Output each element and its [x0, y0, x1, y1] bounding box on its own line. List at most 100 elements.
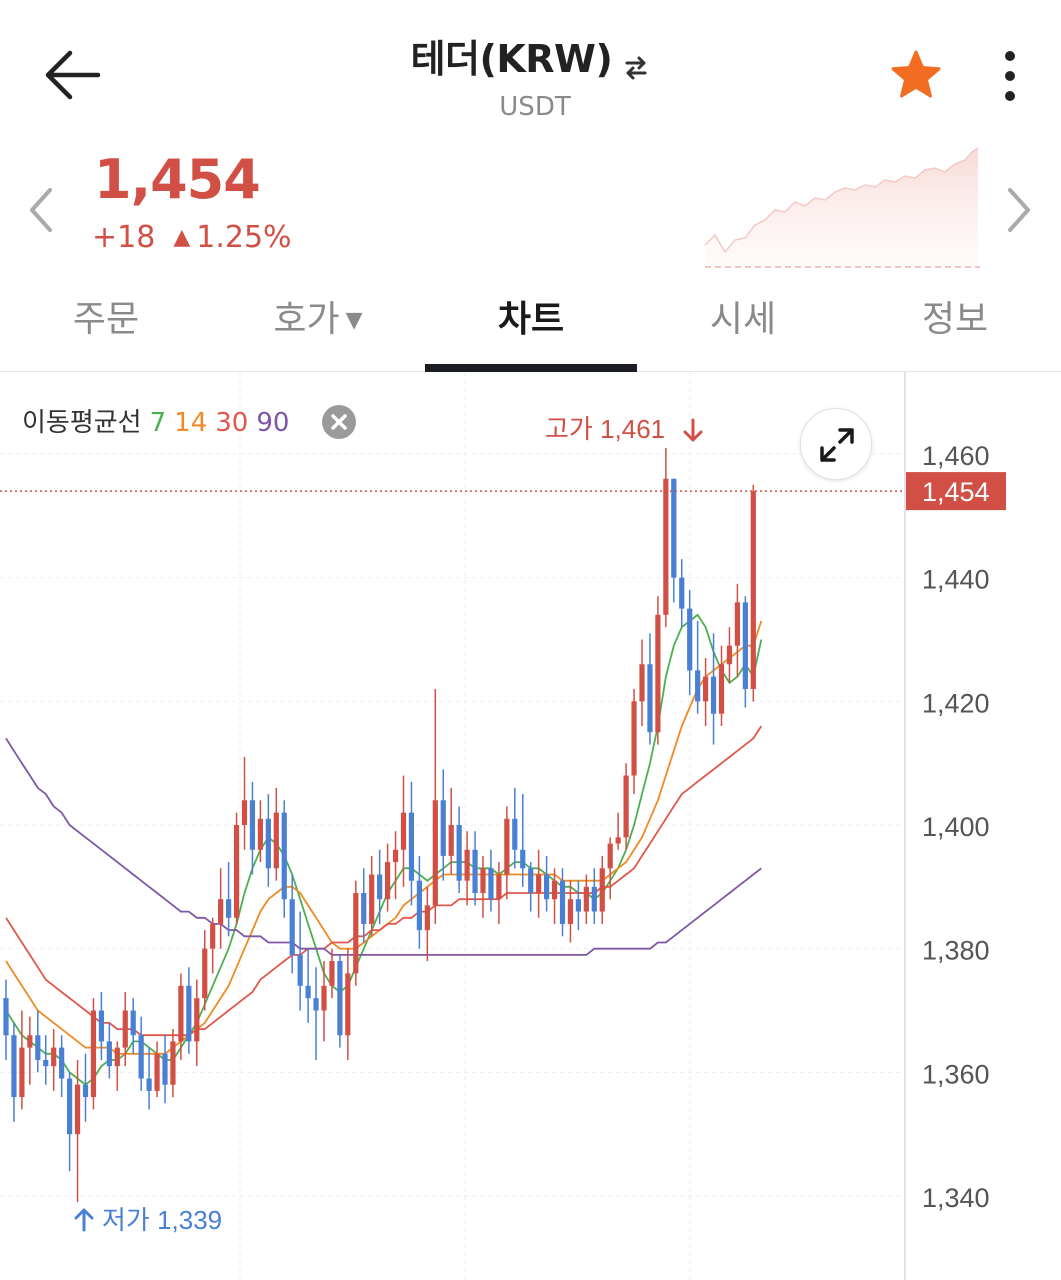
candle-body	[106, 1041, 112, 1067]
y-axis-tick-label: 1,460	[922, 441, 990, 471]
candle-body	[408, 812, 415, 881]
price-change: +18 ▲ 1.25%	[92, 220, 292, 255]
back-button[interactable]	[40, 45, 104, 109]
candle-body	[130, 1010, 136, 1036]
next-coin-button[interactable]	[1000, 180, 1040, 240]
candle-body	[583, 886, 589, 912]
candle-body	[369, 874, 375, 924]
favorite-button[interactable]	[886, 46, 946, 106]
y-axis-tick-label: 1,380	[922, 936, 990, 966]
candle-body	[265, 818, 271, 869]
candle-body	[551, 880, 558, 900]
arrow-down-icon	[683, 418, 703, 442]
candle-body	[90, 1010, 97, 1098]
ma-line-7	[5, 613, 763, 1086]
candle-body	[273, 812, 279, 869]
candle-body	[392, 849, 399, 863]
candle-body	[623, 775, 629, 838]
tab-order[interactable]: 주문	[72, 299, 140, 340]
candle-body	[432, 800, 438, 906]
candle-body	[202, 948, 208, 999]
candle-body	[146, 1078, 152, 1091]
previous-coin-button[interactable]	[20, 180, 60, 240]
candle-body	[718, 664, 725, 714]
candle-body	[345, 973, 351, 1036]
ma-line-90	[5, 737, 762, 956]
tab-market-price[interactable]: 시세	[709, 299, 777, 340]
page-title: 테더(KRW)	[410, 37, 613, 81]
more-vertical-icon	[1005, 51, 1015, 101]
candle-body	[655, 614, 661, 733]
candle-body	[313, 998, 319, 1011]
swap-icon[interactable]	[623, 55, 649, 81]
candle-body	[742, 602, 748, 689]
candle-body	[424, 905, 430, 931]
candle-body	[504, 818, 510, 875]
more-options-button[interactable]	[990, 46, 1030, 106]
close-icon	[331, 414, 347, 430]
candle-body	[440, 800, 446, 856]
moving-average-legend[interactable]: 이동평균선 7 14 30 90	[22, 402, 297, 439]
candle-body	[679, 577, 685, 609]
candle-body	[671, 478, 677, 578]
arrow-left-icon	[45, 50, 101, 100]
caret-down-icon: ▼	[345, 308, 363, 333]
candle-body	[82, 1084, 89, 1098]
candle-body	[631, 701, 637, 776]
chart-canvas[interactable]: 1,460 1,440 1,420 1,400 1,380 1,360 1,340 1,45…	[0, 372, 1061, 1280]
price-summary: 1,454 +18 ▲ 1.25%	[0, 140, 1061, 280]
candle-body	[329, 961, 335, 986]
sparkline-line	[704, 147, 979, 254]
candlestick-chart[interactable]: 1,460 1,440 1,420 1,400 1,380 1,360 1,340 1,45…	[0, 372, 1061, 1280]
candle-body	[750, 491, 756, 689]
candle-body	[695, 670, 701, 702]
candle-body	[377, 874, 383, 900]
candle-body	[138, 1035, 144, 1079]
high-price-label: 고가 1,461	[545, 414, 665, 444]
candle-body	[114, 1047, 120, 1067]
candle-body	[400, 812, 407, 850]
candle-body	[591, 886, 597, 912]
fullscreen-button[interactable]	[800, 408, 872, 480]
page-subtitle: USDT	[499, 92, 571, 122]
tab-orderbook[interactable]: 호가 ▼	[212, 282, 424, 372]
candle-body	[703, 676, 709, 702]
candle-body	[559, 880, 566, 924]
tab-bar: 주문 호가 ▼ 차트 시세 정보	[0, 282, 1061, 372]
candle-body	[51, 1047, 57, 1067]
ma-legend-title: 이동평균선	[22, 408, 142, 438]
chevron-right-icon	[1008, 188, 1030, 232]
candle-body	[567, 899, 574, 924]
title-group[interactable]: 테더(KRW)	[330, 28, 730, 83]
change-rate: 1.25%	[196, 220, 292, 255]
candle-body	[281, 812, 287, 900]
candle-body	[575, 899, 581, 912]
candle-body	[226, 899, 232, 918]
candle-body	[249, 800, 256, 850]
candle-body	[456, 825, 462, 881]
candle-body	[496, 874, 502, 900]
current-price: 1,454	[94, 148, 261, 211]
candle-body	[663, 478, 669, 615]
candle-body	[27, 1035, 33, 1048]
candle-body	[353, 893, 359, 974]
candle-body	[520, 849, 526, 869]
candle-body	[210, 923, 216, 949]
star-icon	[891, 50, 941, 98]
candle-body	[305, 985, 311, 999]
ma-legend-close-button[interactable]	[322, 405, 356, 439]
candle-body	[297, 954, 303, 986]
candle-body	[385, 862, 391, 900]
candle-body	[488, 868, 494, 900]
ma-legend-14: 14	[174, 408, 208, 438]
candle-body	[710, 676, 717, 714]
candle-body	[512, 818, 518, 850]
candle-body	[464, 849, 470, 881]
candle-body	[607, 843, 613, 869]
y-axis-tick-label: 1,360	[922, 1059, 990, 1089]
candle-body	[416, 880, 422, 931]
tab-chart[interactable]: 차트	[497, 299, 565, 340]
tab-info[interactable]: 정보	[921, 299, 989, 340]
candle-body	[726, 645, 733, 665]
candle-body	[734, 602, 740, 646]
